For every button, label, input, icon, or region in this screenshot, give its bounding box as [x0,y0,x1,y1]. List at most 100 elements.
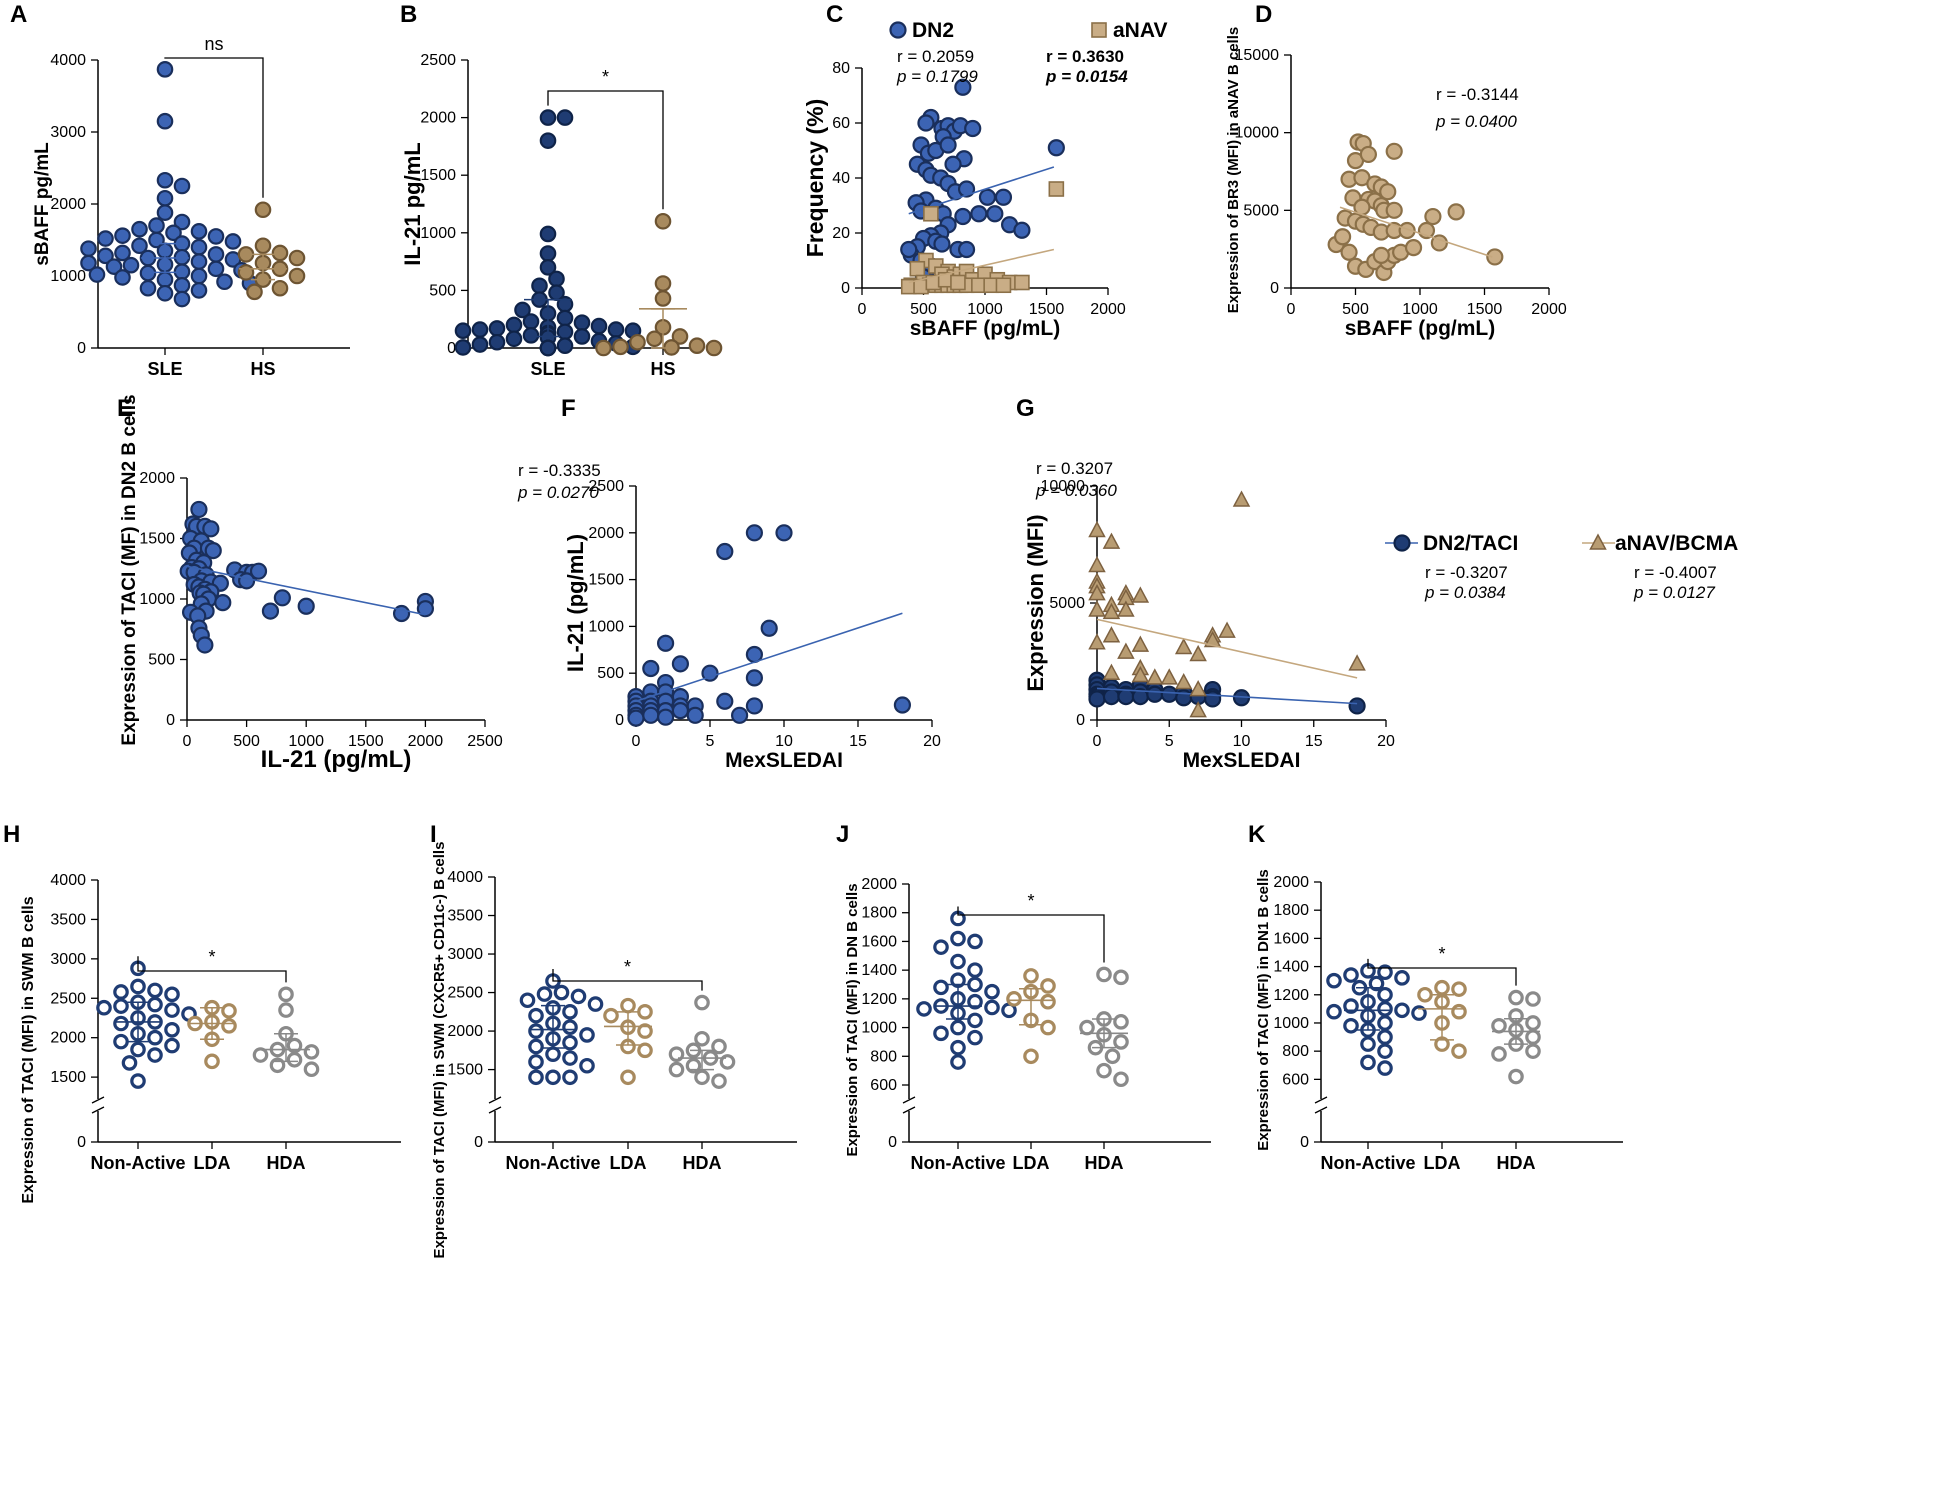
data-point [113,998,129,1014]
data-point [984,999,1000,1016]
data-point [528,1069,544,1086]
y-tick-label: 1500 [588,572,624,589]
data-point [416,600,434,618]
category-label: HDA [1497,1153,1536,1173]
data-point [967,976,983,993]
annotation-p: p = 0.0384 [1424,583,1506,602]
significance-bracket [547,90,664,210]
data-point [522,327,540,344]
x-tick-label: 0 [1093,733,1102,750]
y-tick-label: 0 [77,1134,86,1151]
data-point [1102,532,1121,549]
y-tick-label: 2000 [139,470,175,487]
data-point [1525,1015,1541,1031]
data-point [950,1019,966,1036]
y-tick-label: 1200 [1273,987,1309,1004]
data-point [105,258,123,275]
data-point [954,78,972,96]
y-tick-label: 800 [1282,1043,1309,1060]
data-point [471,336,489,353]
data-point [237,264,255,281]
data-point [694,1069,710,1086]
data-point [900,240,918,259]
category-label: HS [250,359,275,379]
data-point [545,1046,561,1062]
x-axis-label: IL-21 (pg/mL) [261,746,412,773]
data-point [1131,635,1150,652]
data-point [716,542,734,561]
y-tick-label: 60 [832,115,850,132]
axis-break-gap [92,1099,104,1111]
significance-bracket [957,906,1105,963]
data-point [1434,979,1450,996]
data-point [1451,981,1467,997]
annotation-p: p = 0.1799 [896,67,978,86]
y-tick-label: 3500 [50,911,86,928]
data-point [156,171,174,189]
data-point [637,1042,653,1059]
data-point [249,562,268,580]
data-point [1047,139,1065,157]
y-tick-label: 1500 [420,167,456,184]
data-point [514,301,531,319]
data-point [1377,1001,1393,1017]
category-label: HDA [267,1153,306,1173]
data-point [562,1050,578,1066]
data-point [531,277,548,295]
legend-label: DN2/TACI [1423,532,1518,555]
data-point [1447,203,1465,221]
data-point [288,249,306,267]
data-point [1113,1014,1129,1030]
data-point [122,256,140,274]
panel-label: C [826,1,843,28]
axis-break-gap [1315,1099,1327,1111]
data-point [1023,968,1039,984]
y-tick-label: 0 [841,280,850,297]
category-label: HDA [683,1153,722,1173]
regression-line [908,248,1055,284]
data-point [775,524,793,542]
data-point [637,1023,653,1039]
significance-label: * [208,947,215,967]
data-point [1189,679,1207,697]
data-point [528,1007,544,1024]
x-tick-label: 5 [1165,733,1174,750]
data-point [303,1044,320,1060]
x-tick-label: 0 [632,733,641,750]
y-tick-label: 20 [832,225,850,242]
y-tick-label: 600 [1282,1071,1309,1088]
data-point [147,1047,163,1063]
panel-A: A 0 1000 2000 3000 4000 sBAFF pg/mL SLE HS ns [10,1,350,379]
axis-break-mark [1314,1106,1328,1114]
data-point [548,270,565,288]
data-point [147,1029,163,1046]
data-point [202,520,220,538]
y-axis-label: Expression (MFI) [1023,514,1048,691]
y-tick-label: 2000 [420,110,456,127]
data-point [1218,621,1236,638]
x-axis-label: MexSLEDAI [1183,749,1301,772]
y-tick-label: 600 [870,1077,897,1094]
panel-label: J [836,821,849,848]
axis-break-gap [903,1099,915,1111]
significance-bracket [164,57,264,198]
panel-C: C 0 20 40 60 80 Frequency (%) 0 500 1000 1500 2000 s… [802,1,1167,340]
data-point [620,1069,636,1086]
annotation-p: p = 0.0400 [1435,112,1517,131]
data-point [97,230,114,247]
y-axis-label: Expression of TACI (MFI) in SWM (CXCR5+ … [431,842,448,1259]
data-point [620,997,636,1014]
data-point [522,313,540,330]
data-point [114,269,131,286]
data-point [688,337,706,354]
panel-label: K [1248,821,1266,848]
data-point [545,1069,561,1086]
data-point [1368,975,1385,992]
data-point [519,992,536,1009]
data-point [562,1034,578,1051]
data-point [694,994,710,1011]
regression-line [186,565,426,616]
data-point [711,1073,727,1089]
data-point [1360,1054,1376,1071]
data-point [556,337,574,354]
